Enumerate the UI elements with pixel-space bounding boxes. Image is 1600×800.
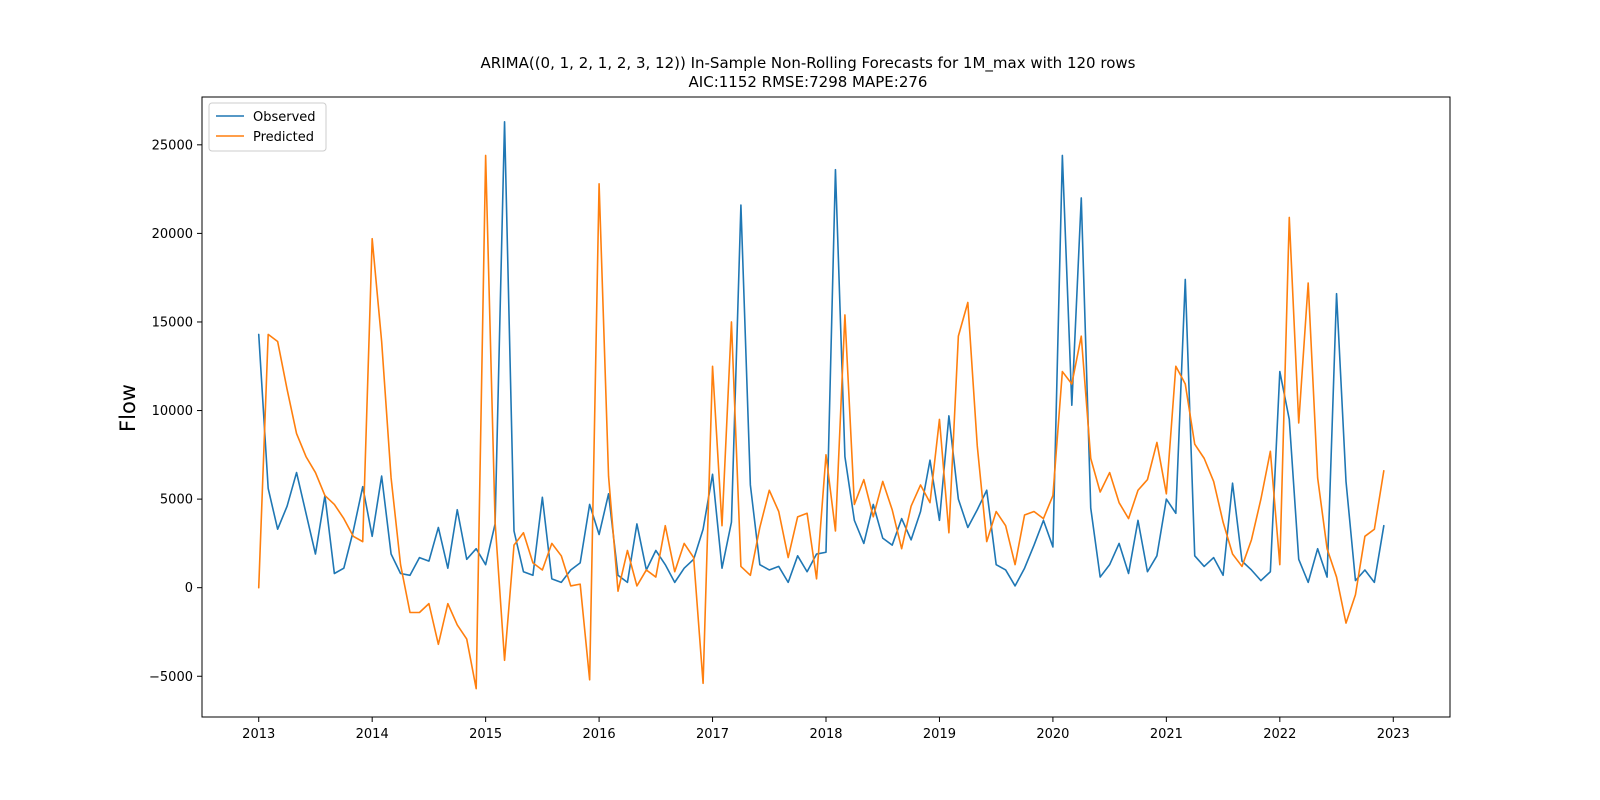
chart-title: ARIMA((0, 1, 2, 1, 2, 3, 12)) In-Sample … [481,54,1136,73]
axes-frame [201,96,1451,718]
y-axis: −5000 0 5000 10000 15000 20000 25000 [149,138,202,685]
x-tick-label: 2020 [1036,727,1069,742]
x-tick-label: 2013 [242,727,275,742]
y-tick-label: 15000 [152,315,193,330]
y-tick-label: 0 [185,581,193,596]
legend-label-predicted: Predicted [253,130,314,145]
x-tick-label: 2019 [923,727,956,742]
x-tick-label: 2016 [583,727,616,742]
y-tick-label: 25000 [152,138,193,153]
x-tick-label: 2023 [1377,727,1410,742]
x-tick-label: 2015 [469,727,502,742]
y-tick-label: −5000 [149,670,193,685]
x-axis: 2013 2014 2015 2016 2017 2018 2019 2020 2021 2022… [242,717,1410,742]
series-line-observed [257,121,1385,587]
series-line-predicted [257,154,1385,690]
legend-label-observed: Observed [253,110,316,125]
chart-subtitle: AIC:1152 RMSE:7298 MAPE:276 [689,73,928,91]
x-tick-label: 2018 [809,727,842,742]
x-tick-label: 2014 [356,727,389,742]
y-tick-label: 5000 [160,493,193,508]
x-tick-label: 2022 [1263,727,1296,742]
y-axis-label: Flow [116,384,140,432]
x-tick-label: 2021 [1150,727,1183,742]
legend-box [208,102,327,152]
x-tick-label: 2017 [696,727,729,742]
y-tick-label: 10000 [152,404,193,419]
plot-area [257,121,1385,690]
y-tick-label: 20000 [152,227,193,242]
legend: Observed Predicted [208,102,327,152]
